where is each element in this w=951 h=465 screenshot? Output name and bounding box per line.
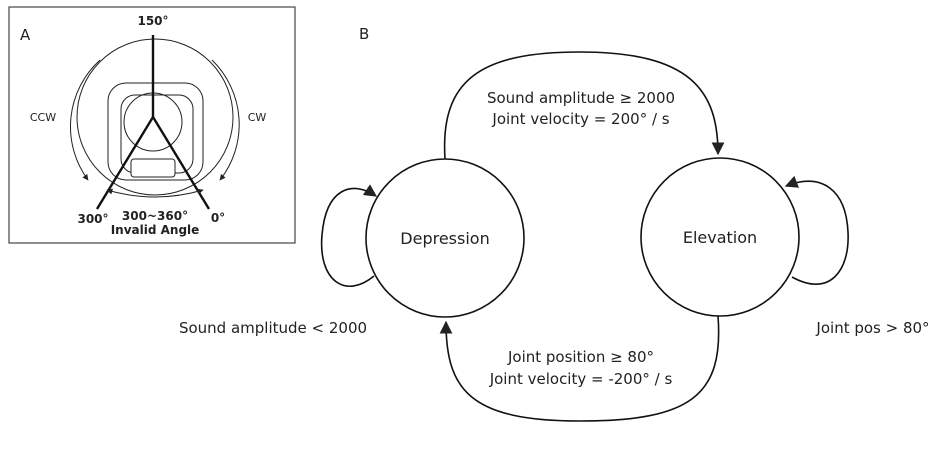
- transition-up-line1: Sound amplitude ≥ 2000: [487, 89, 675, 107]
- self-loop-depression-label: Sound amplitude < 2000: [179, 319, 367, 337]
- panel-a-label: A: [20, 26, 31, 44]
- transition-down-arrow: [439, 315, 720, 422]
- pointer-300: [95, 116, 155, 210]
- transition-down-line1: Joint position ≥ 80°: [507, 348, 654, 366]
- ccw-label: CCW: [30, 111, 56, 124]
- panel-a: A 150° CCW CW 300° 0° 300~360° Invalid A…: [8, 6, 296, 244]
- angle-300-label: 300°: [77, 212, 108, 226]
- transition-up-line2: Joint velocity = 200° / s: [491, 110, 669, 128]
- panel-b-label: B: [359, 25, 369, 43]
- state-elevation-label: Elevation: [683, 228, 757, 247]
- cw-label: CW: [248, 111, 267, 124]
- cw-arrow: [211, 59, 240, 181]
- ccw-arrow: [70, 59, 101, 181]
- transition-up-arrow: [443, 51, 725, 160]
- invalid-range-label: 300~360°: [122, 209, 188, 223]
- state-depression-label: Depression: [400, 229, 489, 248]
- panel-b: B Depression Elevation Sound amplitude ≥…: [179, 25, 930, 422]
- angle-0-label: 0°: [211, 211, 225, 225]
- self-loop-elevation: [784, 175, 849, 285]
- angle-150-label: 150°: [137, 14, 168, 28]
- invalid-range-arrow: [106, 188, 204, 198]
- invalid-angle-label: Invalid Angle: [111, 223, 200, 237]
- self-loop-depression: [320, 184, 378, 288]
- device-body: [107, 82, 204, 181]
- transition-down-line2: Joint velocity = -200° / s: [489, 370, 673, 388]
- self-loop-elevation-label: Joint pos > 80°: [815, 319, 929, 337]
- device-slot: [130, 158, 176, 178]
- state-elevation: [640, 157, 800, 317]
- outer-ring: [76, 38, 234, 196]
